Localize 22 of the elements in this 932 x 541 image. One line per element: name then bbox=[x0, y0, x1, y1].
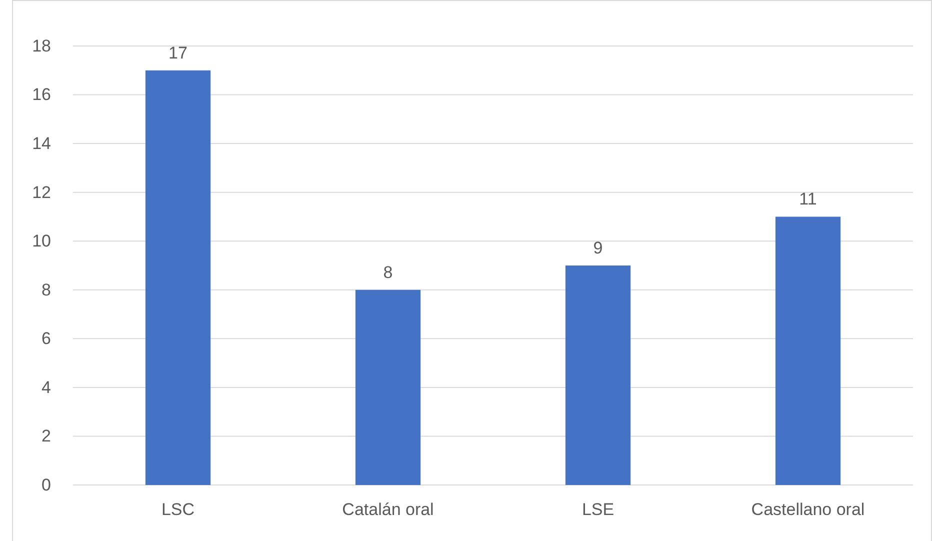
data-label: 8 bbox=[383, 262, 393, 282]
bar bbox=[145, 70, 211, 485]
data-label: 11 bbox=[799, 190, 817, 209]
y-tick-label: 2 bbox=[42, 426, 51, 446]
bar bbox=[565, 266, 631, 485]
bar bbox=[775, 216, 841, 485]
y-tick-label: 12 bbox=[32, 182, 51, 202]
y-tick-label: 14 bbox=[32, 134, 51, 153]
x-tick-label: LSC bbox=[161, 500, 195, 520]
x-tick-label: LSE bbox=[582, 500, 614, 520]
y-tick-label: 18 bbox=[32, 36, 51, 56]
data-label: 17 bbox=[168, 43, 188, 62]
x-tick-label: Catalán oral bbox=[342, 500, 434, 520]
y-tick-label: 6 bbox=[42, 329, 51, 348]
y-tick-label: 8 bbox=[42, 280, 51, 300]
x-tick-label: Castellano oral bbox=[751, 500, 865, 520]
y-tick-label: 16 bbox=[32, 85, 51, 104]
y-tick-label: 0 bbox=[42, 475, 51, 494]
data-label: 9 bbox=[593, 238, 603, 258]
y-tick-label: 4 bbox=[42, 378, 51, 397]
y-tick-label: 10 bbox=[32, 232, 51, 251]
bar bbox=[355, 290, 421, 485]
